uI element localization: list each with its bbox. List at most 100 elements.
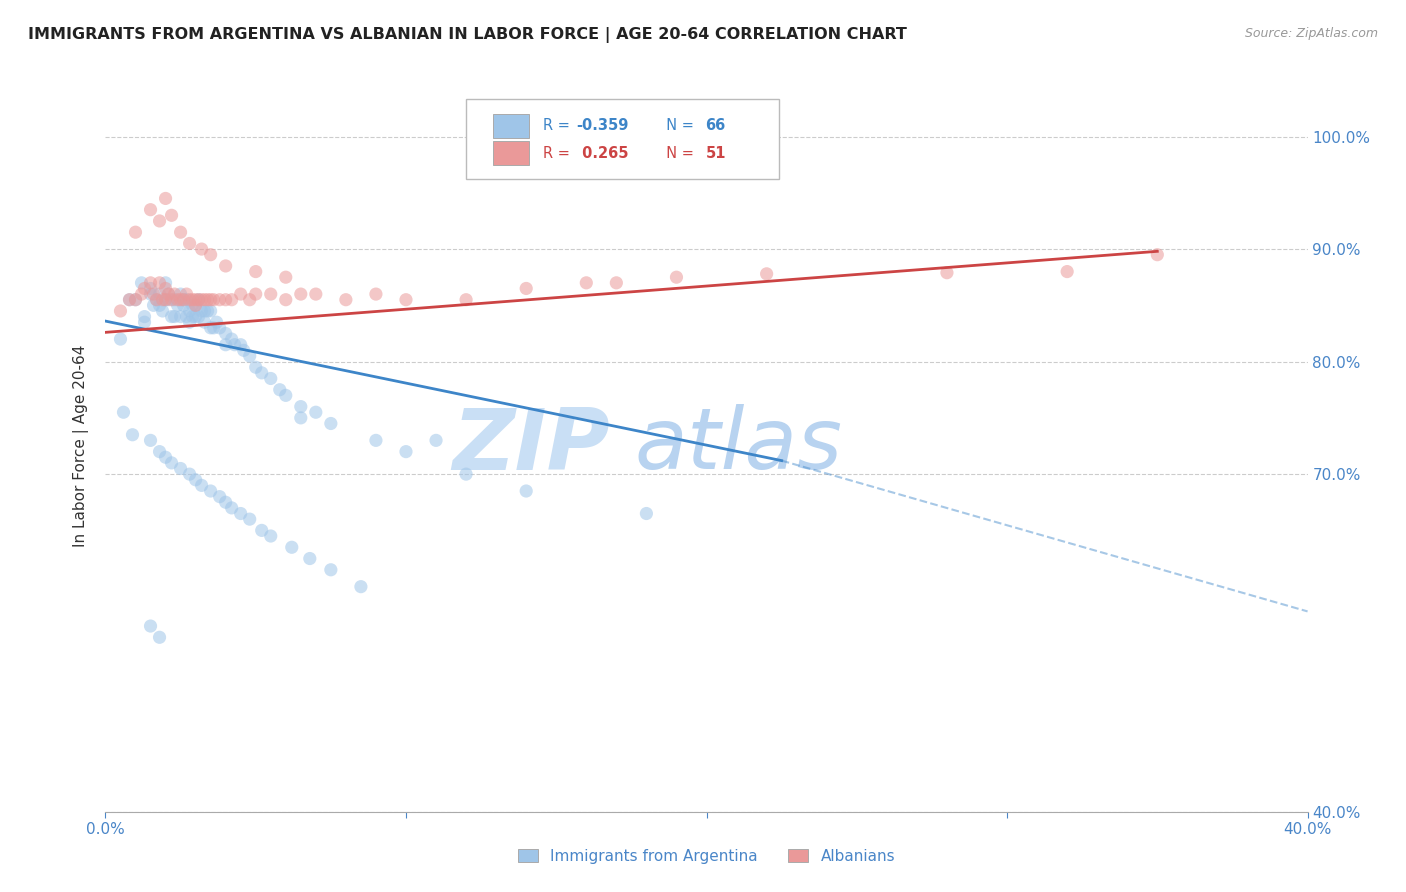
Point — [515, 483, 537, 498]
Point — [229, 337, 252, 351]
Point — [636, 507, 658, 521]
Text: atlas: atlas — [634, 404, 842, 488]
Point — [155, 191, 177, 205]
Point — [148, 630, 170, 644]
Point — [152, 304, 174, 318]
Point — [200, 483, 222, 498]
Point — [515, 281, 537, 295]
Point — [250, 524, 273, 538]
Point — [1146, 248, 1168, 262]
Bar — [492, 113, 529, 137]
Point — [110, 304, 132, 318]
Point — [112, 405, 135, 419]
Point — [166, 298, 188, 312]
Point — [454, 467, 477, 482]
Point — [274, 388, 297, 402]
Point — [110, 332, 132, 346]
Point — [290, 287, 312, 301]
Point — [200, 248, 222, 262]
Point — [290, 400, 312, 414]
Point — [139, 281, 162, 295]
Point — [575, 276, 598, 290]
Point — [239, 512, 262, 526]
Point — [232, 343, 254, 358]
Point — [169, 225, 191, 239]
Point — [118, 293, 141, 307]
Point — [239, 293, 262, 307]
Point — [665, 270, 688, 285]
Point — [181, 293, 204, 307]
Point — [298, 551, 321, 566]
Point — [184, 298, 207, 312]
Point — [179, 304, 201, 318]
Point — [142, 287, 165, 301]
Point — [274, 270, 297, 285]
Point — [190, 293, 212, 307]
Point — [124, 225, 146, 239]
Point — [148, 298, 170, 312]
Point — [194, 293, 217, 307]
Point — [139, 287, 162, 301]
Point — [179, 315, 201, 329]
Point — [239, 349, 262, 363]
Text: N =: N = — [657, 145, 699, 161]
Point — [200, 293, 222, 307]
Point — [184, 473, 207, 487]
Point — [395, 293, 418, 307]
Point — [755, 267, 778, 281]
Point — [605, 276, 627, 290]
Point — [197, 304, 219, 318]
Point — [179, 236, 201, 251]
Point — [245, 287, 267, 301]
Point — [364, 287, 387, 301]
Point — [319, 417, 342, 431]
Point — [134, 281, 156, 295]
Point — [200, 304, 222, 318]
Point — [139, 276, 162, 290]
Point — [181, 310, 204, 324]
Point — [118, 293, 141, 307]
Point — [155, 281, 177, 295]
Point — [194, 304, 217, 318]
Point — [148, 276, 170, 290]
Point — [148, 444, 170, 458]
Point — [190, 478, 212, 492]
Point — [221, 293, 243, 307]
Point — [155, 293, 177, 307]
Text: 66: 66 — [706, 118, 725, 133]
Point — [124, 293, 146, 307]
Point — [200, 321, 222, 335]
Point — [124, 293, 146, 307]
Point — [160, 456, 183, 470]
Point — [163, 287, 186, 301]
Point — [169, 310, 191, 324]
Point — [319, 563, 342, 577]
Point — [173, 293, 195, 307]
Point — [250, 366, 273, 380]
Point — [1056, 264, 1078, 278]
Point — [202, 293, 225, 307]
Point — [187, 293, 209, 307]
Point — [176, 287, 198, 301]
Point — [176, 310, 198, 324]
Point — [260, 287, 283, 301]
Point — [173, 298, 195, 312]
Point — [214, 293, 236, 307]
FancyBboxPatch shape — [465, 99, 779, 179]
Point — [148, 287, 170, 301]
Point — [197, 293, 219, 307]
Point — [176, 293, 198, 307]
Point — [169, 287, 191, 301]
Point — [163, 310, 186, 324]
Point — [131, 276, 153, 290]
Point — [245, 264, 267, 278]
Point — [145, 293, 167, 307]
Point — [425, 434, 447, 448]
Point — [169, 461, 191, 475]
Point — [214, 259, 236, 273]
Point — [166, 293, 188, 307]
Point — [194, 315, 217, 329]
Text: Source: ZipAtlas.com: Source: ZipAtlas.com — [1244, 27, 1378, 40]
Text: 51: 51 — [706, 145, 725, 161]
Point — [221, 500, 243, 515]
